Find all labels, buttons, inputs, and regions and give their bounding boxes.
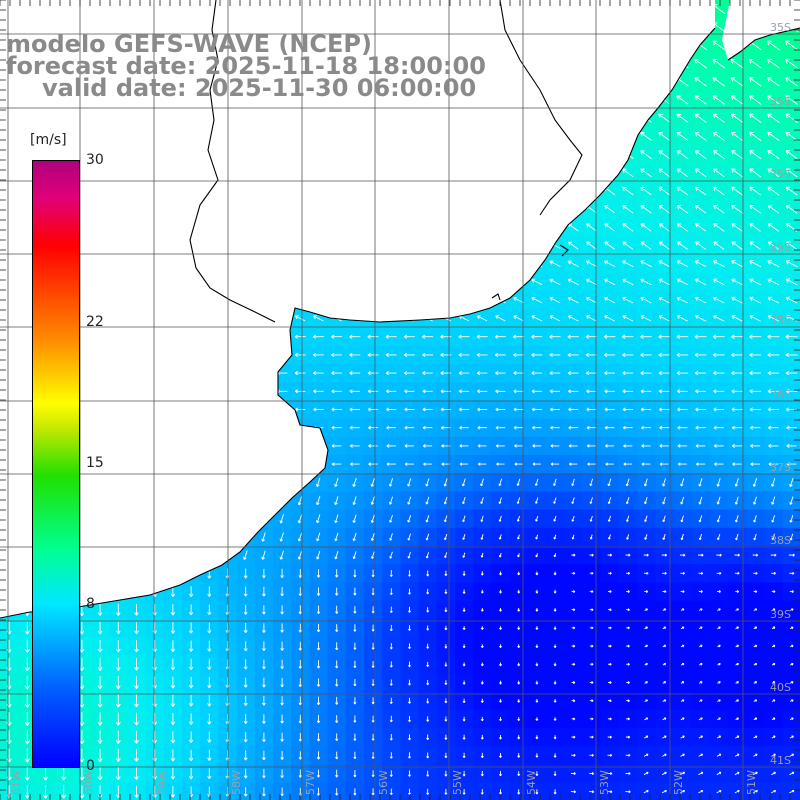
longitude-label: 51W: [745, 770, 758, 795]
latitude-label: 35S: [770, 168, 791, 181]
longitude-label: 53W: [598, 770, 611, 795]
latitude-label: 35S: [770, 21, 791, 34]
latitude-labels: 35S 35S 35S 35S 35S 36S 37S 38S 39S 40S 41S: [770, 21, 791, 767]
longitude-label: 59W: [156, 770, 169, 795]
colorbar-tick-label: 15: [86, 455, 104, 471]
colorbar-tick-label: 8: [86, 596, 95, 613]
coastline: [0, 0, 800, 619]
longitude-label: 56W: [377, 770, 390, 795]
latitude-label: 37S: [770, 461, 791, 474]
land-mass: [0, 0, 715, 618]
latitude-label: 41S: [770, 754, 791, 767]
model-title: modelo GEFS-WAVE (NCEP): [6, 30, 372, 58]
forecast-date: forecast date: 2025-11-18 18:00:00: [6, 52, 486, 80]
colorbar-tick-label: 30: [86, 152, 104, 168]
longitude-label: 61W: [10, 770, 23, 795]
latitude-label: 40S: [770, 681, 791, 694]
longitude-label: 54W: [525, 770, 538, 795]
latitude-label: 35S: [770, 95, 791, 108]
longitude-labels: 61W 60W 59W 58W 57W 56W 55W 54W 53W 52W 51W: [10, 770, 758, 795]
colorbar: [32, 160, 80, 768]
latitude-label: 39S: [770, 608, 791, 621]
colorbar-tick-label: 0: [86, 758, 95, 774]
colorbar-unit: [m/s]: [30, 132, 67, 148]
valid-date: valid date: 2025-11-30 06:00:00: [42, 74, 477, 102]
latitude-label: 35S: [770, 314, 791, 327]
longitude-label: 52W: [672, 770, 685, 795]
longitude-label: 58W: [230, 770, 243, 795]
latitude-label: 35S: [770, 241, 791, 254]
longitude-label: 55W: [451, 770, 464, 795]
latitude-label: 36S: [770, 388, 791, 401]
longitude-label: 60W: [82, 770, 95, 795]
latitude-label: 38S: [770, 534, 791, 547]
colorbar-tick-label: 22: [86, 313, 104, 330]
longitude-label: 57W: [304, 770, 317, 795]
land-mass-east: [722, 0, 800, 60]
